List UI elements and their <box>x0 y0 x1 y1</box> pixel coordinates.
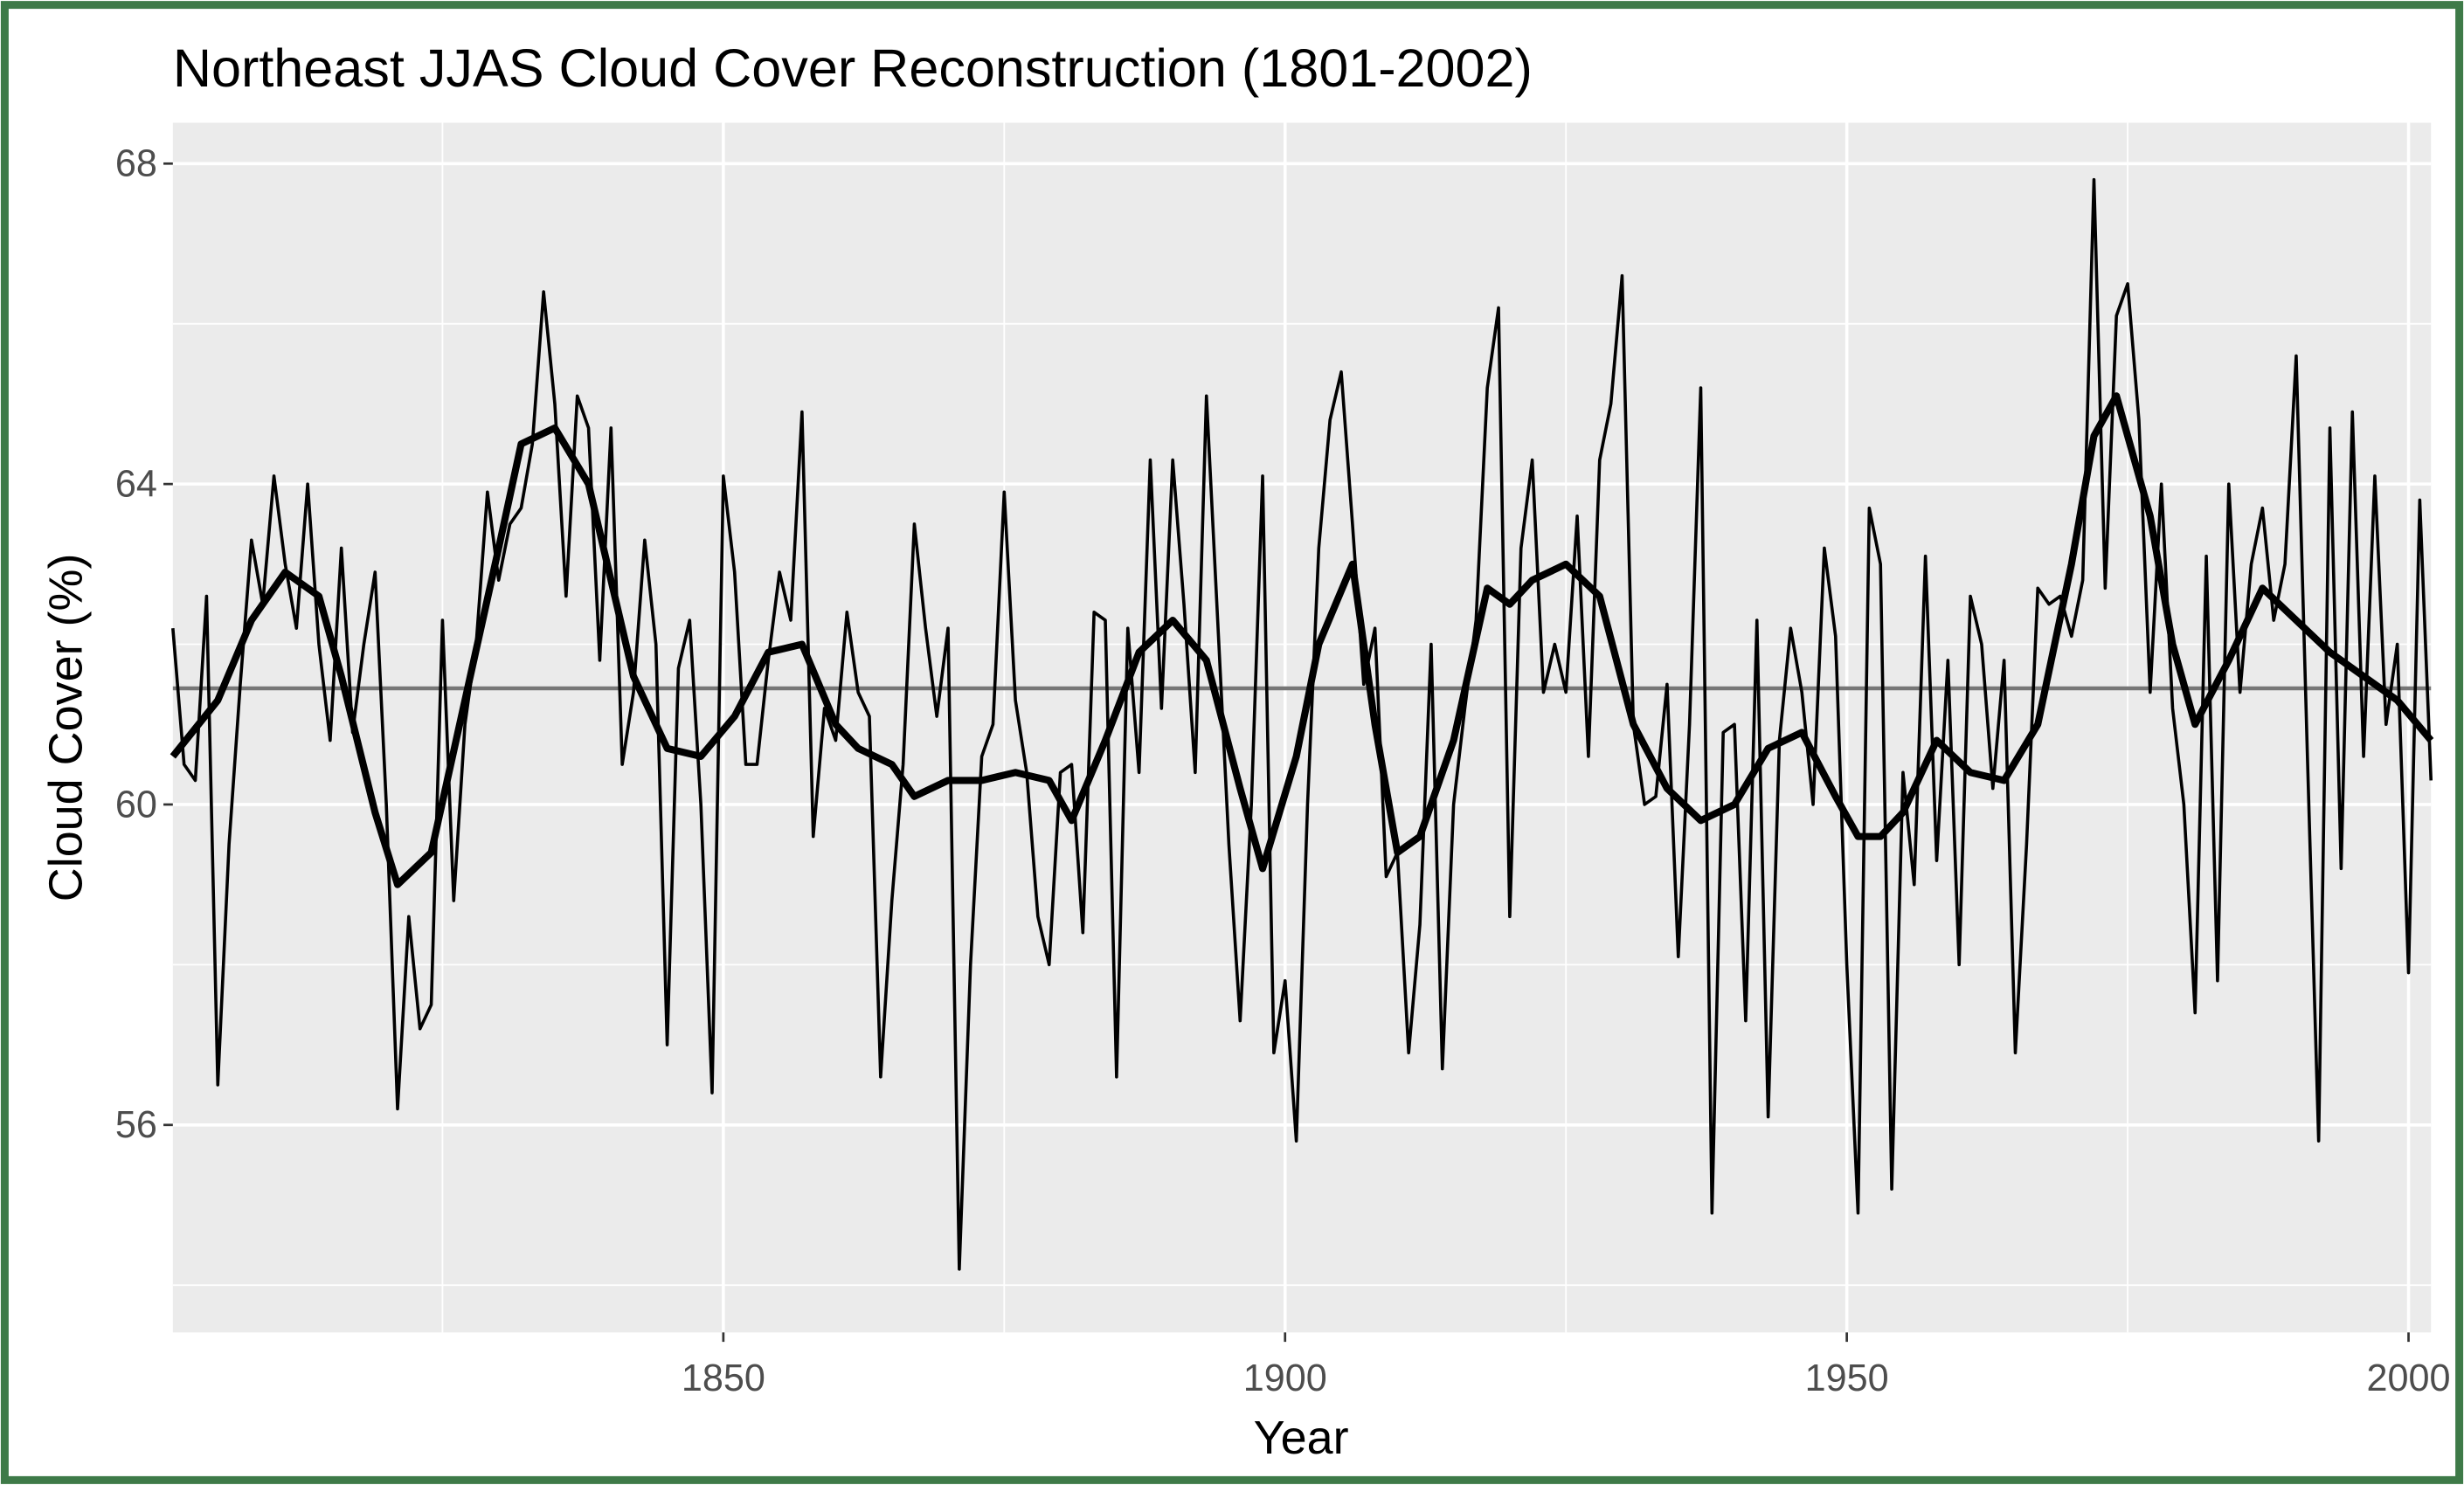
y-tick-label: 64 <box>115 464 157 506</box>
x-tick-label: 1850 <box>682 1357 765 1399</box>
x-tick-label: 1950 <box>1805 1357 1889 1399</box>
data-line <box>171 177 2433 1271</box>
x-axis-title: Year <box>1254 1412 1349 1464</box>
y-tick-label: 60 <box>115 784 157 825</box>
y-tick-label: 56 <box>115 1104 157 1146</box>
axes: 1850 1900 1950 2000 56 60 64 68 <box>115 143 2451 1399</box>
marks <box>170 177 2434 1271</box>
chart-title: Northeast JJAS Cloud Cover Reconstructio… <box>173 38 1533 98</box>
y-tick-label: 68 <box>115 143 157 185</box>
x-tick-label: 2000 <box>2367 1357 2451 1399</box>
x-tick-label: 1900 <box>1243 1357 1327 1399</box>
grid <box>172 122 2432 1333</box>
y-axis-title: Cloud Cover (%) <box>40 554 93 902</box>
data-line <box>170 392 2434 888</box>
